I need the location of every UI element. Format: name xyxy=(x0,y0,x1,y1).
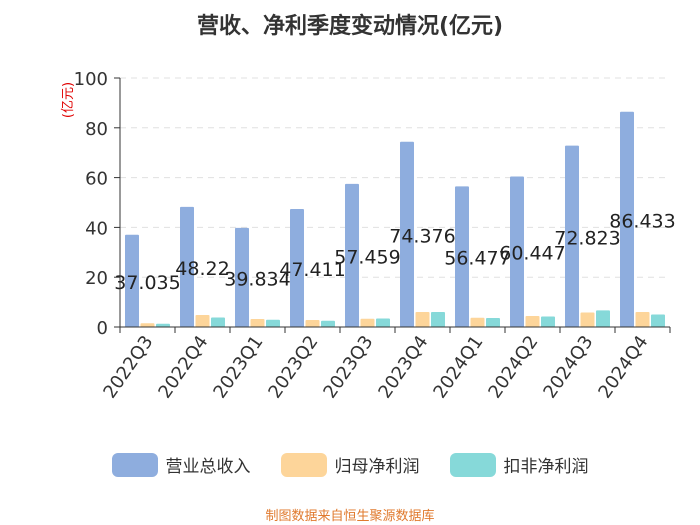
legend-swatch-net-profit xyxy=(280,452,327,477)
x-tick-label-2023Q4: 2023Q4 xyxy=(374,332,432,403)
data-label-revenue-2022Q3: 37.035 xyxy=(114,272,180,294)
y-tick-label-20: 20 xyxy=(85,268,108,289)
y-axis-unit-label: (亿元) xyxy=(61,82,76,118)
x-tick-label-2024Q1: 2024Q1 xyxy=(429,332,487,403)
bar-net-profit-2022Q3 xyxy=(140,323,155,327)
bar-revenue-2023Q2 xyxy=(290,208,304,327)
bar-net-profit-2022Q4 xyxy=(195,315,210,327)
data-label-revenue-2024Q3: 72.823 xyxy=(554,227,620,249)
data-label-revenue-2024Q2: 60.447 xyxy=(499,243,565,265)
bar-deducted-net-profit-2022Q4 xyxy=(211,317,225,327)
chart-title: 营收、净利季度变动情况(亿元) xyxy=(196,14,504,39)
data-label-revenue-2022Q4: 48.22 xyxy=(175,258,229,280)
y-tick-label-60: 60 xyxy=(85,169,108,190)
legend-item-net-profit[interactable]: 归母净利润 xyxy=(280,452,420,477)
bar-revenue-2023Q3 xyxy=(345,183,359,327)
data-label-revenue-2023Q1: 39.834 xyxy=(224,268,290,290)
bar-revenue-2023Q4 xyxy=(400,141,414,327)
bar-net-profit-2023Q4 xyxy=(415,312,430,327)
legend-label-revenue: 营业总收入 xyxy=(165,457,251,477)
bar-net-profit-2023Q3 xyxy=(360,318,375,327)
x-tick-label-2024Q4: 2024Q4 xyxy=(594,332,652,403)
data-label-revenue-2023Q3: 57.459 xyxy=(334,246,400,268)
legend: 营业总收入 归母净利润 扣非净利润 xyxy=(0,452,700,477)
x-tick-label-2023Q2: 2023Q2 xyxy=(264,332,322,403)
legend-item-deducted-net-profit[interactable]: 扣非净利润 xyxy=(449,452,589,477)
bar-deducted-net-profit-2024Q3 xyxy=(596,310,610,327)
bar-deducted-net-profit-2023Q3 xyxy=(376,318,390,327)
grid-layer xyxy=(120,77,670,278)
bar-layer xyxy=(125,111,665,327)
legend-swatch-deducted-net-profit xyxy=(449,452,496,477)
legend-swatch-revenue xyxy=(111,452,158,477)
bar-deducted-net-profit-2024Q4 xyxy=(651,314,665,327)
legend-label-net-profit: 归母净利润 xyxy=(334,457,420,477)
x-tick-label-2023Q1: 2023Q1 xyxy=(209,332,267,403)
bar-deducted-net-profit-2022Q3 xyxy=(156,323,170,327)
legend-item-revenue[interactable]: 营业总收入 xyxy=(111,452,251,477)
x-tick-label-2024Q2: 2024Q2 xyxy=(484,332,542,403)
bar-net-profit-2024Q1 xyxy=(470,317,485,327)
y-tick-label-40: 40 xyxy=(85,218,108,239)
data-label-revenue-2024Q4: 86.433 xyxy=(609,210,675,232)
bar-revenue-2024Q3 xyxy=(565,145,579,327)
bar-revenue-2023Q1 xyxy=(235,227,249,327)
y-tick-label-0: 0 xyxy=(97,318,108,339)
data-label-revenue-2023Q2: 47.411 xyxy=(279,259,345,281)
bar-revenue-2024Q1 xyxy=(455,186,469,327)
legend-label-deducted-net-profit: 扣非净利润 xyxy=(503,457,589,477)
y-tick-label-100: 100 xyxy=(74,69,108,90)
data-label-revenue-2024Q1: 56.477 xyxy=(444,248,510,270)
x-tick-label-2022Q4: 2022Q4 xyxy=(154,332,212,403)
bar-net-profit-2024Q4 xyxy=(635,312,650,327)
data-label-revenue-2023Q4: 74.376 xyxy=(389,225,455,247)
x-tick-label-2024Q3: 2024Q3 xyxy=(539,332,597,403)
source-note: 制图数据来自恒生聚源数据库 xyxy=(265,509,435,524)
bar-revenue-2022Q4 xyxy=(180,206,194,327)
bar-net-profit-2023Q1 xyxy=(250,319,265,327)
bar-net-profit-2023Q2 xyxy=(305,320,320,327)
bar-deducted-net-profit-2024Q1 xyxy=(486,318,500,327)
y-tick-label-80: 80 xyxy=(85,119,108,140)
bar-deducted-net-profit-2024Q2 xyxy=(541,316,555,327)
bar-net-profit-2024Q2 xyxy=(525,316,540,327)
label-layer: 37.03548.2239.83447.41157.45974.37656.47… xyxy=(114,210,675,294)
bar-deducted-net-profit-2023Q2 xyxy=(321,320,335,327)
bar-revenue-2024Q4 xyxy=(620,111,634,327)
bar-deducted-net-profit-2023Q4 xyxy=(431,312,445,327)
bar-net-profit-2024Q3 xyxy=(580,312,595,327)
bar-revenue-2024Q2 xyxy=(510,176,524,327)
bar-deducted-net-profit-2023Q1 xyxy=(266,319,280,327)
bar-revenue-2022Q3 xyxy=(125,234,139,327)
x-tick-label-2022Q3: 2022Q3 xyxy=(99,332,157,403)
x-tick-label-2023Q3: 2023Q3 xyxy=(319,332,377,403)
